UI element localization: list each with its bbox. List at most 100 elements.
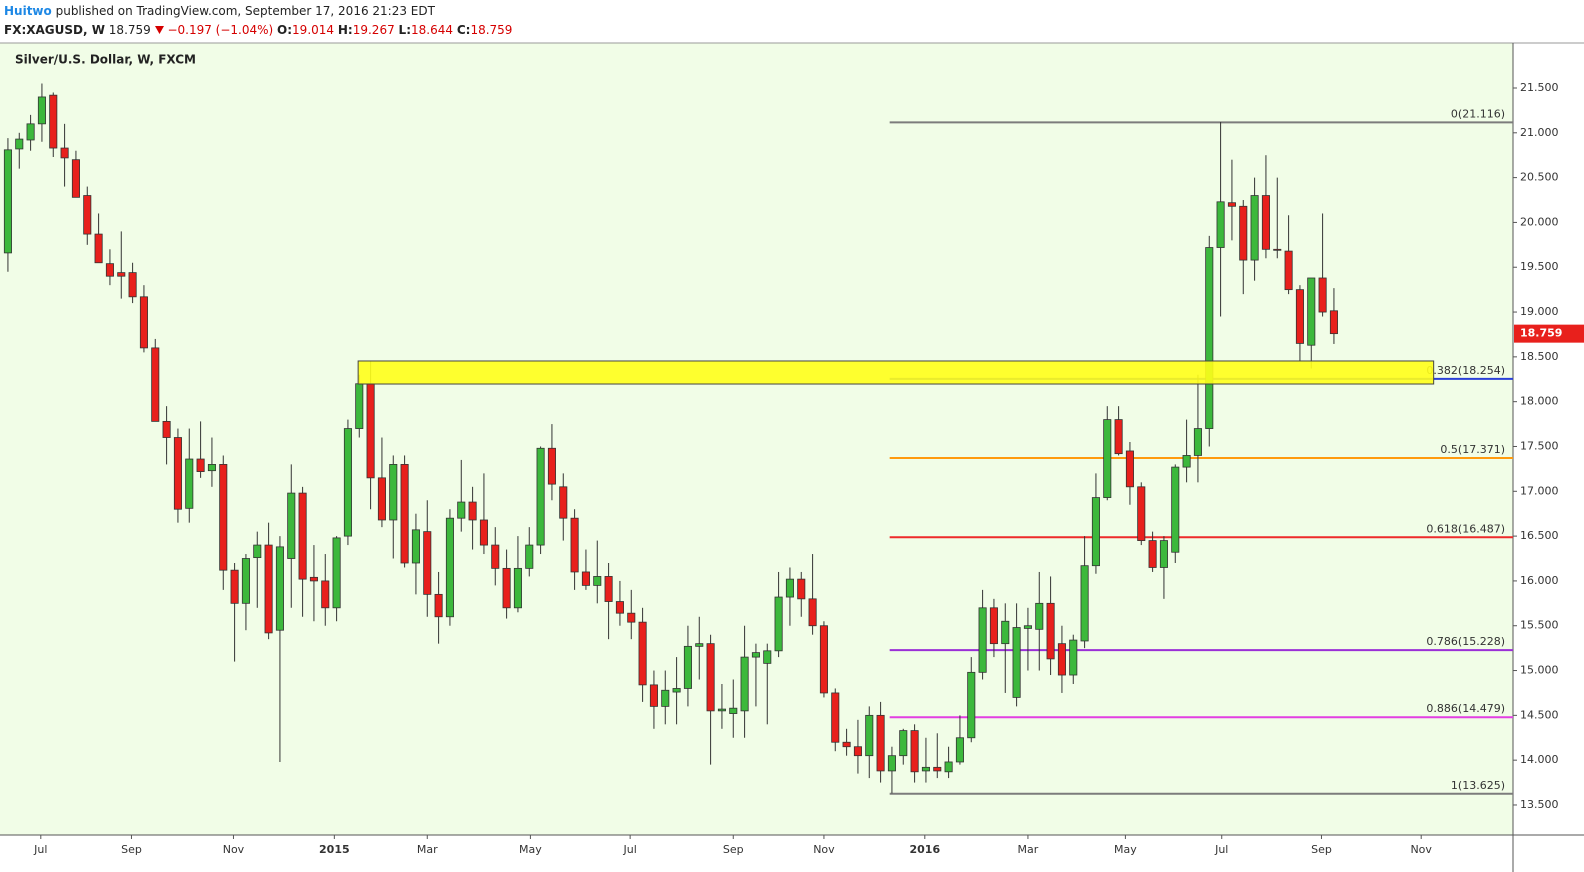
candle-body <box>661 689 670 707</box>
candle-body <box>298 492 307 580</box>
candle-body <box>899 730 908 757</box>
y-tick-label: 21.500 <box>1520 81 1559 94</box>
x-tick-label: Mar <box>1018 843 1039 856</box>
fib-label: 0(21.116) <box>1451 107 1505 120</box>
x-tick-label: Jul <box>33 843 47 856</box>
y-tick-label: 21.000 <box>1520 126 1559 139</box>
candle-body <box>1205 247 1214 429</box>
y-tick-label: 18.500 <box>1520 350 1559 363</box>
candle-body <box>1329 310 1338 335</box>
y-tick-label: 18.000 <box>1520 395 1559 408</box>
candle-body <box>105 263 114 277</box>
candle-body <box>321 580 330 609</box>
fib-label: 0.786(15.228) <box>1426 635 1505 648</box>
candle-body <box>921 766 930 772</box>
candle-body <box>819 625 828 694</box>
down-arrow <box>154 26 164 34</box>
candle-body <box>219 464 228 571</box>
candle-body <box>1182 455 1191 468</box>
candle-body <box>593 576 602 586</box>
candle-body <box>785 578 794 598</box>
ohlc-value: 19.014 <box>292 23 335 37</box>
candle-body <box>230 569 239 604</box>
y-tick-label: 19.500 <box>1520 260 1559 273</box>
y-tick-label: 20.500 <box>1520 171 1559 184</box>
candle-body <box>1239 205 1248 261</box>
ohlc-label: H: <box>337 23 353 37</box>
y-tick-label: 16.500 <box>1520 529 1559 542</box>
candle-body <box>15 138 24 150</box>
candle-body <box>185 458 194 509</box>
candle-body <box>389 464 398 521</box>
candle-body <box>525 544 534 569</box>
candle-body <box>479 519 488 546</box>
candle-body <box>434 593 443 618</box>
candle-body <box>1216 201 1225 248</box>
candle-body <box>536 447 545 546</box>
candle-body <box>196 458 205 472</box>
candle-body <box>60 147 69 159</box>
symbol: FX:XAGUSD, W <box>4 23 105 37</box>
last-price-tag <box>1514 324 1584 343</box>
last-price-label: 18.759 <box>1520 327 1562 340</box>
candle-body <box>151 347 160 422</box>
candle-body <box>547 447 556 485</box>
fib-label: 1(13.625) <box>1451 779 1505 792</box>
candle-body <box>717 708 726 712</box>
candle-body <box>1148 540 1157 568</box>
candle-body <box>808 598 817 627</box>
candle-body <box>706 643 715 712</box>
candle-body <box>865 714 874 757</box>
candle-body <box>139 296 148 349</box>
candle-body <box>989 607 998 645</box>
x-tick-label: Jul <box>1214 843 1228 856</box>
x-tick-label: Nov <box>813 843 835 856</box>
candle-body <box>3 149 12 254</box>
candle-body <box>457 501 466 519</box>
zone <box>357 360 1435 385</box>
candle-body <box>423 531 432 595</box>
candle-body <box>1069 639 1078 676</box>
candle-body <box>559 486 568 519</box>
x-tick-label: Nov <box>1410 843 1432 856</box>
candle-body <box>1080 565 1089 642</box>
ohlc-label: C: <box>456 23 471 37</box>
candle-body <box>1137 486 1146 541</box>
candle-body <box>649 684 658 707</box>
x-tick-label: Mar <box>417 843 438 856</box>
candle-body <box>26 123 35 141</box>
x-tick-label: May <box>1114 843 1137 856</box>
candle-body <box>275 546 284 631</box>
candle-body <box>1307 277 1316 346</box>
y-tick-label: 14.500 <box>1520 708 1559 721</box>
candle-body <box>502 567 511 609</box>
candle-body <box>1295 289 1304 344</box>
candle-body <box>627 612 636 623</box>
candle-body <box>978 607 987 673</box>
candle-body <box>1250 195 1259 261</box>
candle-body <box>1261 195 1270 250</box>
candle-body <box>1125 450 1134 488</box>
candle-body <box>468 501 477 521</box>
candle-body <box>910 730 919 773</box>
x-tick-label: Sep <box>121 843 142 856</box>
chart-title: Silver/U.S. Dollar, W, FXCM <box>15 53 196 67</box>
candle-body <box>83 195 92 235</box>
candle-body <box>377 477 386 521</box>
y-tick-label: 17.500 <box>1520 439 1559 452</box>
published: published on TradingView.com, September … <box>55 4 435 18</box>
candle-body <box>309 576 318 582</box>
y-tick-label: 15.000 <box>1520 664 1559 677</box>
plot-layer: 0(21.116) 0.382(18.254) 0.5(17.371) 0.618(1… <box>3 83 1513 795</box>
header: Huitwo published on TradingView.com, Sep… <box>4 2 512 40</box>
candle-body <box>944 761 953 773</box>
change: −0.197 (−1.04%) <box>167 23 274 37</box>
candle-body <box>842 741 851 748</box>
candle-body <box>581 571 590 586</box>
x-tick-label: 2015 <box>319 843 350 856</box>
candle-body <box>1114 419 1123 455</box>
candle-body <box>967 671 976 739</box>
fib-label: 0.886(14.479) <box>1426 702 1505 715</box>
